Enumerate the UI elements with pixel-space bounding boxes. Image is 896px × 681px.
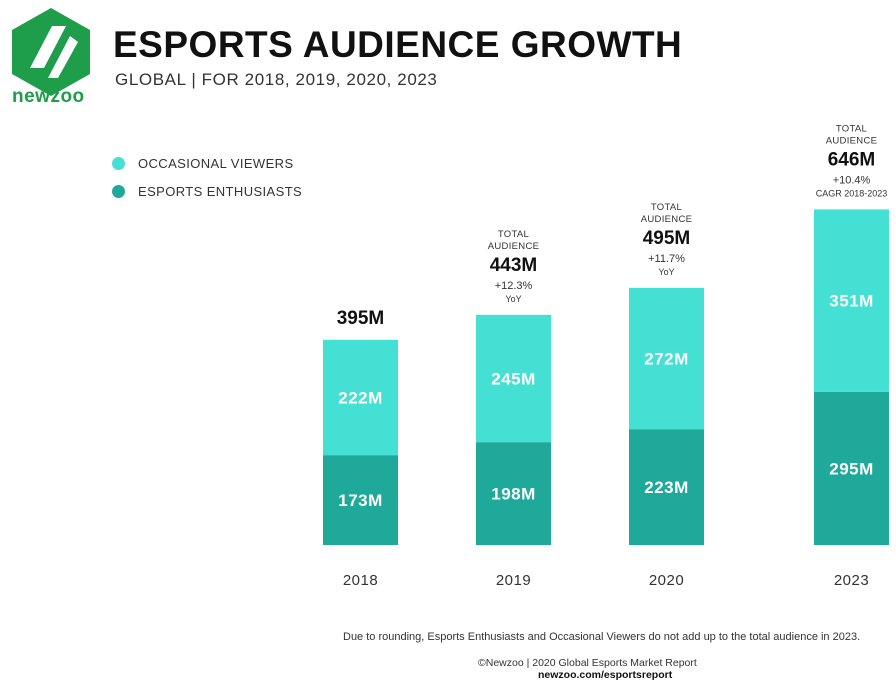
bar-label-enthusiasts-2018: 173M <box>338 491 383 510</box>
newzoo-logo <box>12 8 90 96</box>
bar-enthusiasts-2019 <box>476 442 551 545</box>
bar-enthusiasts-2020 <box>629 429 704 545</box>
total-value-2023: 646M <box>828 149 876 170</box>
total-caption-line2-2023: AUDIENCE <box>826 135 878 146</box>
x-tick-label-2018: 2018 <box>343 572 378 589</box>
logo-text: newzoo <box>12 86 85 107</box>
legend-item-occasional-viewers: OCCASIONAL VIEWERS <box>112 154 294 172</box>
total-value-2019: 443M <box>490 255 538 276</box>
source-url: newzoo.com/esportsreport <box>538 669 673 681</box>
legend-label-occasional: OCCASIONAL VIEWERS <box>138 155 294 171</box>
total-growth-2019: +12.3% <box>495 280 533 292</box>
x-tick-label-2023: 2023 <box>834 572 869 589</box>
source-block: ©Newzoo | 2020 Global Esports Market Rep… <box>0 657 896 681</box>
total-caption-line2-2019: AUDIENCE <box>488 241 540 252</box>
total-growth-2020: +11.7% <box>648 253 685 265</box>
bar-occasional-2018 <box>323 339 398 456</box>
source-line: ©Newzoo | 2020 Global Esports Market Rep… <box>478 657 697 669</box>
x-tick-label-2019: 2019 <box>496 572 531 589</box>
bar-label-enthusiasts-2023: 295M <box>829 459 874 478</box>
total-growth-2023: +10.4% <box>833 174 871 186</box>
total-growth-note-2023: CAGR 2018-2023 <box>816 188 888 198</box>
bar-occasional-2020 <box>629 287 704 430</box>
bar-label-enthusiasts-2019: 198M <box>491 485 536 504</box>
bar-label-occasional-2023: 351M <box>829 292 874 311</box>
total-caption-line1-2023: TOTAL <box>836 123 867 134</box>
logo-stripe-left <box>30 26 66 68</box>
total-caption-line1-2020: TOTAL <box>651 202 682 213</box>
bar-occasional-2019 <box>476 314 551 443</box>
bar-label-occasional-2019: 245M <box>491 370 536 389</box>
total-value-2020: 495M <box>643 228 691 249</box>
chart-subtitle: GLOBAL | FOR 2018, 2019, 2020, 2023 <box>115 70 438 89</box>
x-tick-label-2020: 2020 <box>649 572 684 589</box>
total-growth-note-2019: YoY <box>505 294 521 304</box>
bar-enthusiasts-2018 <box>323 455 398 545</box>
bar-label-occasional-2018: 222M <box>338 388 383 407</box>
bar-label-occasional-2020: 272M <box>644 349 689 368</box>
total-growth-note-2020: YoY <box>658 267 674 277</box>
total-caption-line2-2020: AUDIENCE <box>641 214 693 225</box>
bar-enthusiasts-2023 <box>814 391 889 545</box>
total-caption-line1-2019: TOTAL <box>498 229 529 240</box>
footnote: Due to rounding, Esports Enthusiasts and… <box>343 631 861 643</box>
chart-title: ESPORTS AUDIENCE GROWTH <box>113 24 683 65</box>
legend-swatch-enthusiasts <box>112 184 125 198</box>
legend-swatch-occasional <box>112 156 125 170</box>
total-value-2018: 395M <box>337 308 385 329</box>
legend-label-enthusiasts: ESPORTS ENTHUSIASTS <box>138 183 303 199</box>
legend-item-esports-enthusiasts: ESPORTS ENTHUSIASTS <box>112 182 302 200</box>
bar-label-enthusiasts-2020: 223M <box>644 478 689 497</box>
bar-occasional-2023 <box>814 209 889 392</box>
logo-stripe-right <box>48 36 78 78</box>
